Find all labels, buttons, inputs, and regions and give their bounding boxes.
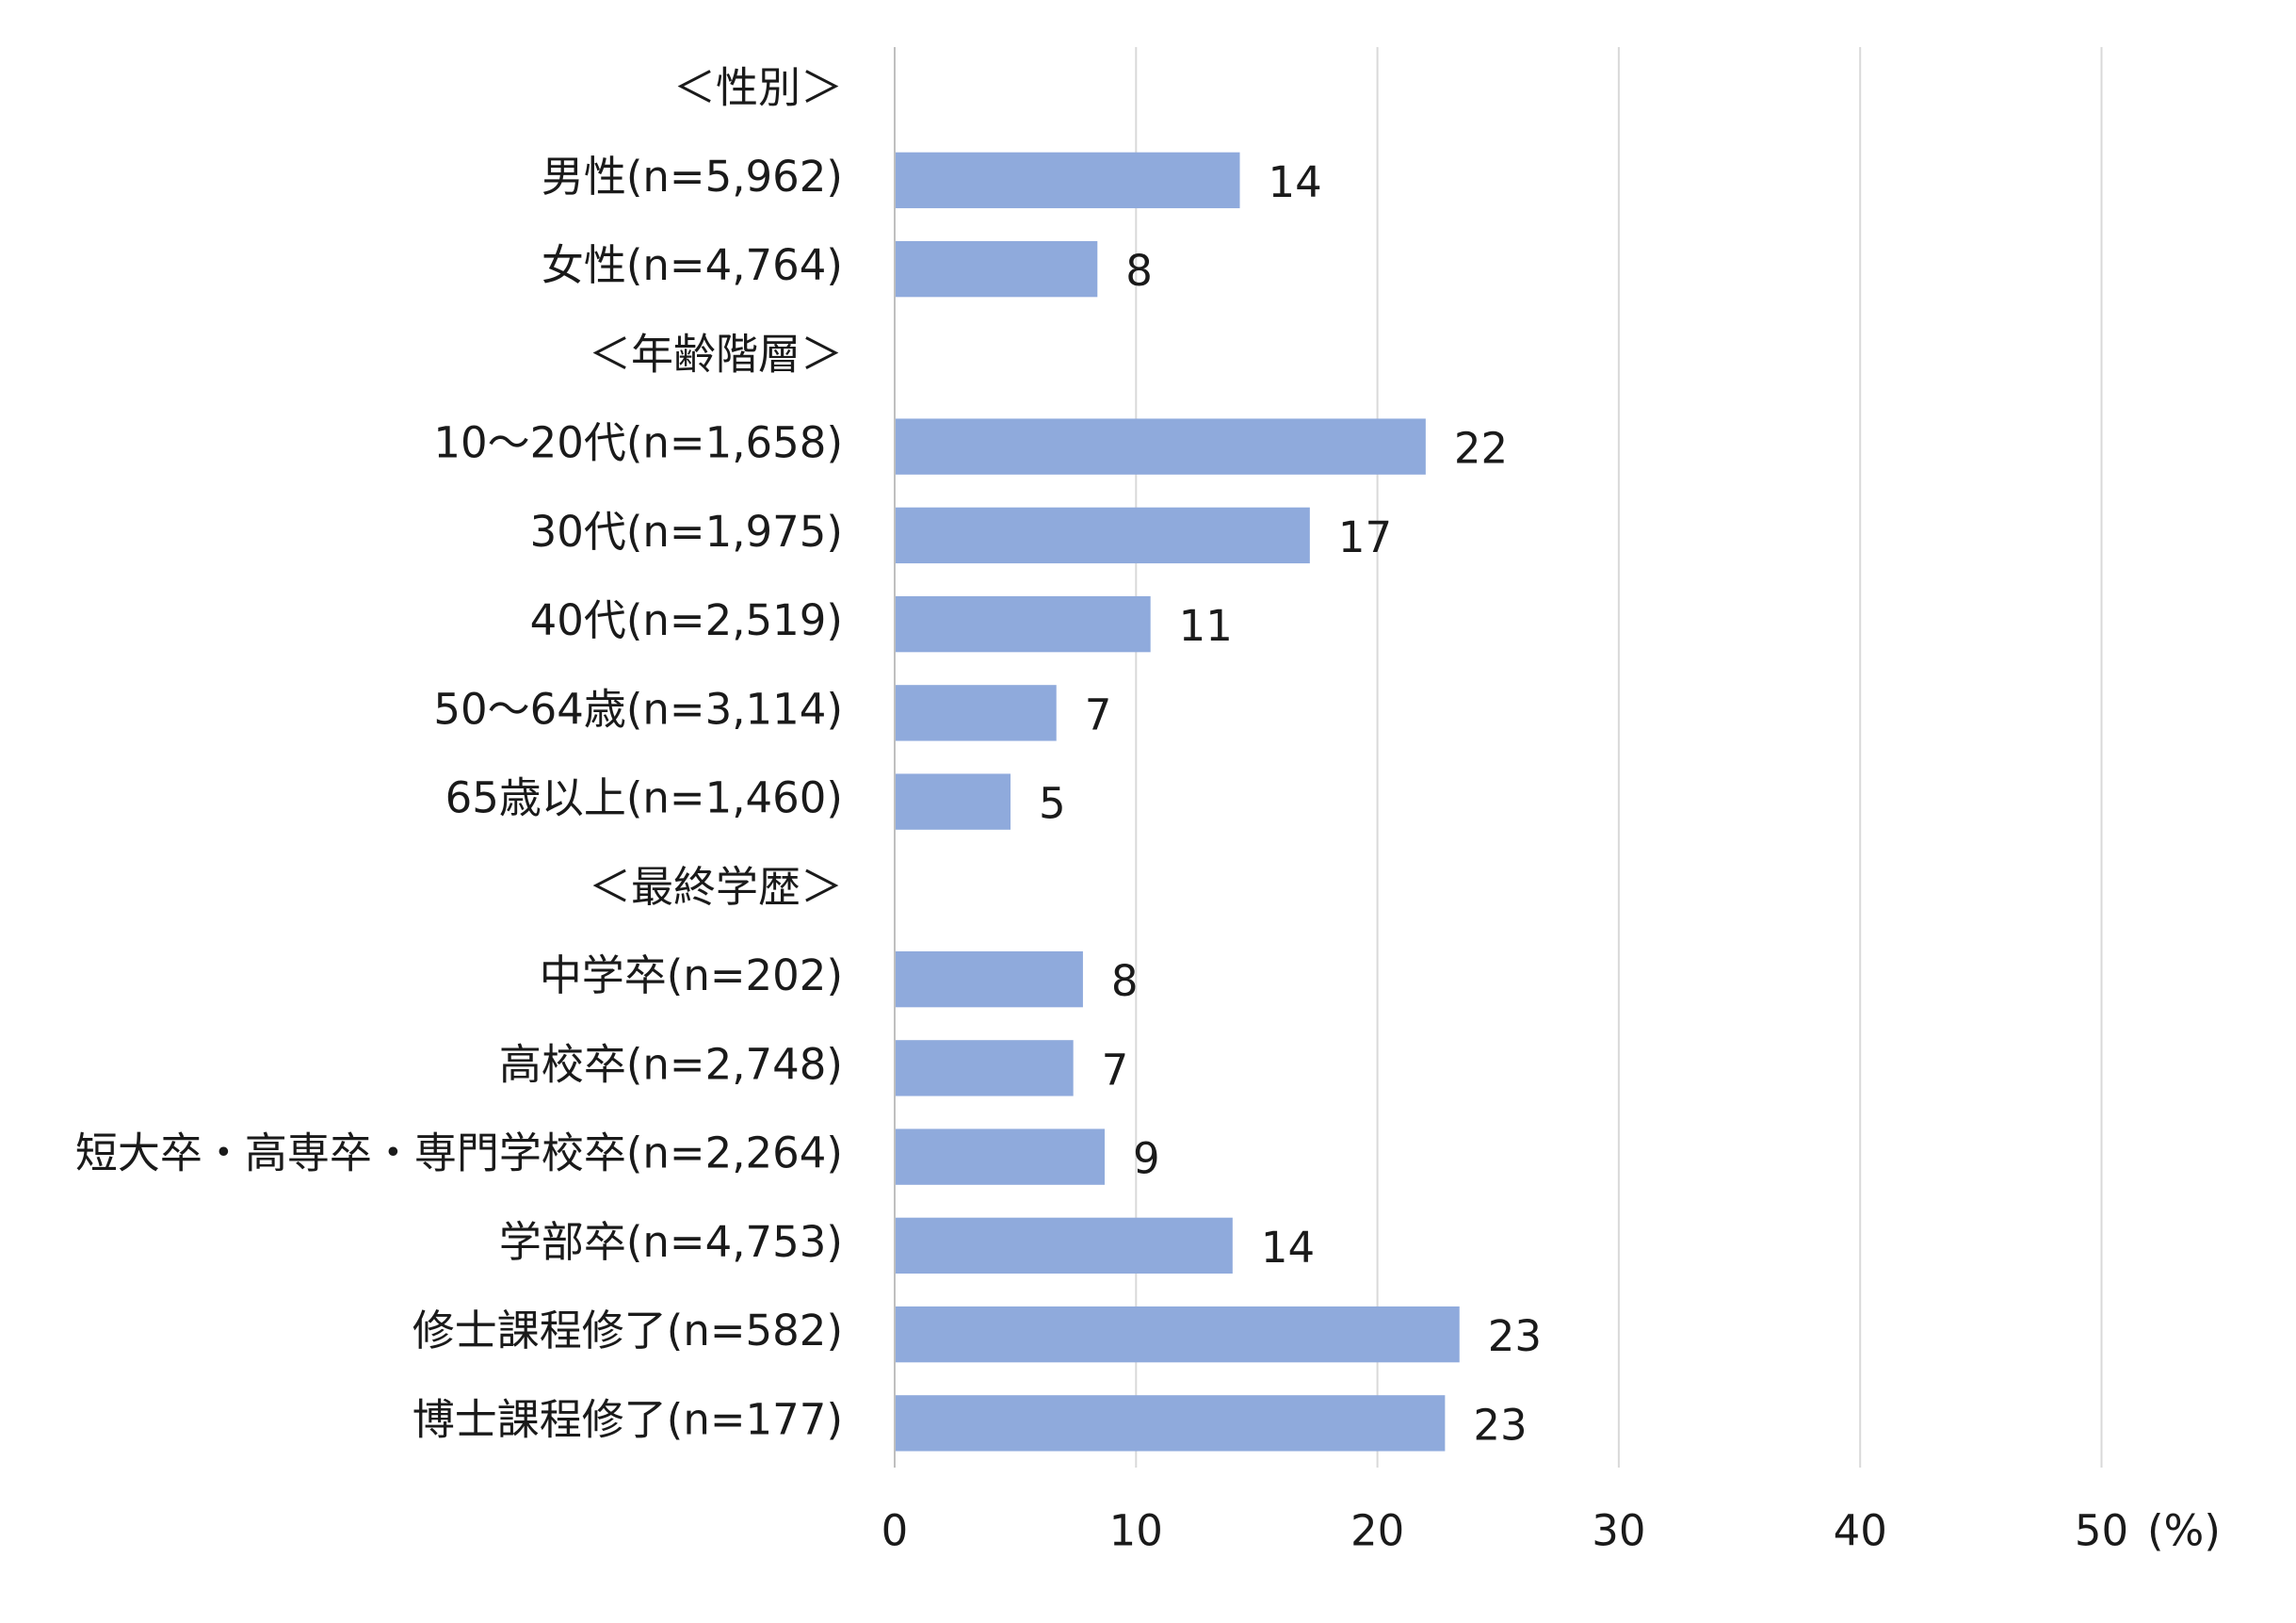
x-tick-label: 20 (1350, 1506, 1404, 1556)
bar (896, 418, 1426, 475)
data-label: 11 (1179, 601, 1233, 651)
bar (896, 1128, 1105, 1185)
data-label: 14 (1269, 157, 1322, 207)
bar (896, 507, 1310, 564)
category-label: 博士課程修了(n=177) (412, 1394, 843, 1444)
category-label: 女性(n=4,764) (542, 240, 843, 290)
x-tick-label: 30 (1592, 1506, 1645, 1556)
category-label: ＜年齢階層＞ (589, 329, 843, 379)
bar (896, 950, 1083, 1008)
data-label: 17 (1338, 512, 1392, 562)
data-label: 7 (1085, 690, 1112, 739)
category-labels: ＜性別＞ 男性(n=5,962) 女性(n=4,764) ＜年齢階層＞ 10～20代(n… (75, 63, 843, 1445)
category-label: 65歳以上(n=1,460) (445, 773, 843, 823)
category-label: 10～20代(n=1,658) (433, 418, 843, 468)
x-tick-label: 0 (881, 1506, 909, 1556)
category-label: 30代(n=1,975) (530, 507, 843, 557)
bar (896, 152, 1240, 209)
data-label: 9 (1133, 1134, 1160, 1184)
bar (896, 1395, 1446, 1452)
bar (896, 595, 1151, 653)
data-label: 22 (1454, 424, 1508, 474)
x-tick-label: 50 (2075, 1506, 2128, 1556)
category-label: 40代(n=2,519) (530, 595, 843, 645)
bar (896, 773, 1011, 830)
data-label: 23 (1488, 1311, 1542, 1361)
bar (896, 240, 1098, 298)
category-label: 50～64歳(n=3,114) (433, 684, 843, 734)
x-axis-unit-label: (%) (2147, 1506, 2221, 1556)
data-label: 8 (1111, 956, 1139, 1006)
data-label: 23 (1473, 1400, 1527, 1450)
data-label: 5 (1039, 779, 1066, 829)
bar (896, 685, 1057, 741)
bar (896, 1217, 1233, 1274)
category-label: 修士課程修了(n=582) (412, 1306, 843, 1355)
x-axis-tick-labels: 0 10 20 30 40 50 (881, 1506, 2128, 1556)
category-label: 中学卒(n=202) (540, 950, 843, 1000)
category-label: ＜最終学歴＞ (589, 862, 843, 912)
bar (896, 1306, 1460, 1363)
data-label: 8 (1125, 246, 1153, 296)
category-label: ＜性別＞ (673, 63, 843, 113)
x-tick-label: 10 (1109, 1506, 1163, 1556)
category-label: 高校卒(n=2,748) (499, 1039, 843, 1089)
data-label: 7 (1102, 1045, 1129, 1095)
bars (896, 152, 1460, 1452)
x-tick-label: 40 (1834, 1506, 1887, 1556)
category-label: 短大卒・高専卒・専門学校卒(n=2,264) (75, 1128, 843, 1178)
bar (896, 1040, 1074, 1096)
category-label: 学部卒(n=4,753) (499, 1217, 843, 1267)
category-label: 男性(n=5,962) (542, 152, 843, 202)
data-label: 14 (1261, 1223, 1315, 1273)
